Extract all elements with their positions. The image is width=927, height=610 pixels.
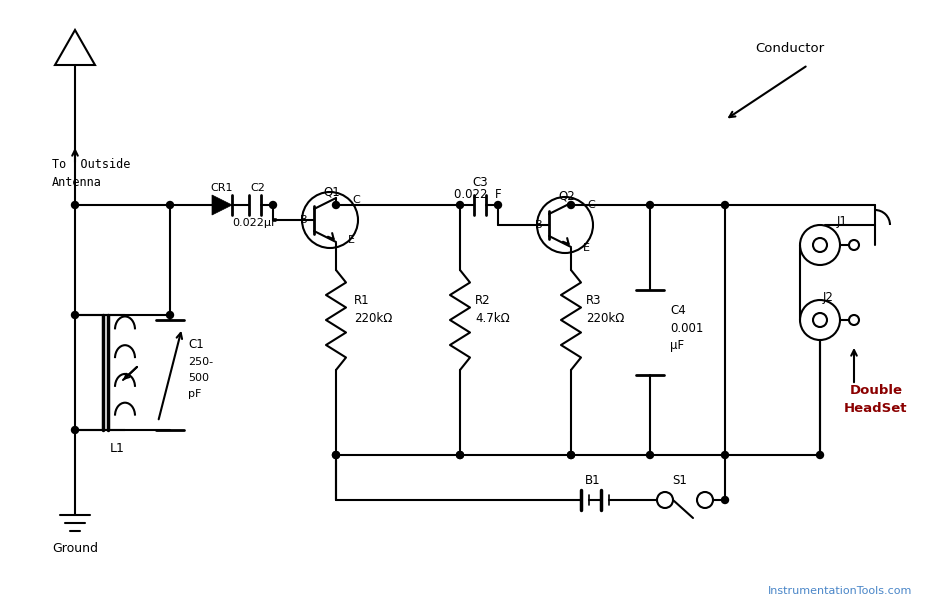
Text: Ground: Ground (52, 542, 98, 554)
Circle shape (71, 312, 79, 318)
Polygon shape (212, 195, 232, 215)
Text: 250-: 250- (188, 357, 213, 367)
Circle shape (817, 451, 823, 459)
Circle shape (167, 312, 173, 318)
Text: R1: R1 (354, 293, 370, 306)
Text: 0.022μF: 0.022μF (233, 218, 278, 228)
Text: B: B (300, 215, 308, 225)
Text: S1: S1 (673, 473, 688, 487)
Text: 500: 500 (188, 373, 209, 383)
Text: HeadSet: HeadSet (844, 401, 908, 415)
Text: 0.022  F: 0.022 F (454, 188, 502, 201)
Text: Q1: Q1 (324, 185, 340, 198)
Text: C2: C2 (250, 183, 265, 193)
Text: InstrumentationTools.com: InstrumentationTools.com (768, 586, 912, 596)
Text: 220kΩ: 220kΩ (354, 312, 392, 325)
Circle shape (456, 451, 464, 459)
Text: 220kΩ: 220kΩ (586, 312, 625, 325)
Circle shape (71, 426, 79, 434)
Text: 4.7kΩ: 4.7kΩ (475, 312, 510, 325)
Text: E: E (583, 243, 590, 253)
Circle shape (494, 201, 502, 209)
Text: L1: L1 (110, 442, 125, 454)
Text: C3: C3 (472, 176, 488, 190)
Circle shape (721, 451, 729, 459)
Text: C1: C1 (188, 339, 204, 351)
Circle shape (333, 451, 339, 459)
Circle shape (333, 451, 339, 459)
Circle shape (567, 451, 575, 459)
Circle shape (721, 201, 729, 209)
Text: B: B (536, 220, 543, 230)
Text: R2: R2 (475, 293, 490, 306)
Text: Conductor: Conductor (756, 41, 824, 54)
Text: Double: Double (849, 384, 903, 396)
Circle shape (333, 201, 339, 209)
Circle shape (71, 201, 79, 209)
Circle shape (567, 201, 575, 209)
Text: C: C (352, 195, 360, 205)
Text: μF: μF (670, 340, 684, 353)
Text: 0.001: 0.001 (670, 321, 704, 334)
Text: pF: pF (188, 389, 201, 399)
Circle shape (721, 497, 729, 503)
Text: C: C (587, 200, 595, 210)
Text: To  Outside: To Outside (52, 159, 131, 171)
Text: C4: C4 (670, 304, 686, 317)
Circle shape (646, 451, 654, 459)
Circle shape (646, 201, 654, 209)
Circle shape (270, 201, 276, 209)
Text: Antenna: Antenna (52, 176, 102, 190)
Text: J2: J2 (822, 292, 833, 304)
Text: B1: B1 (585, 473, 601, 487)
Text: J1: J1 (836, 215, 847, 229)
Text: Q2: Q2 (559, 190, 576, 203)
Circle shape (567, 451, 575, 459)
Circle shape (456, 201, 464, 209)
Circle shape (456, 451, 464, 459)
Text: E: E (348, 235, 355, 245)
Circle shape (167, 201, 173, 209)
Text: CR1: CR1 (210, 183, 234, 193)
Text: R3: R3 (586, 293, 602, 306)
